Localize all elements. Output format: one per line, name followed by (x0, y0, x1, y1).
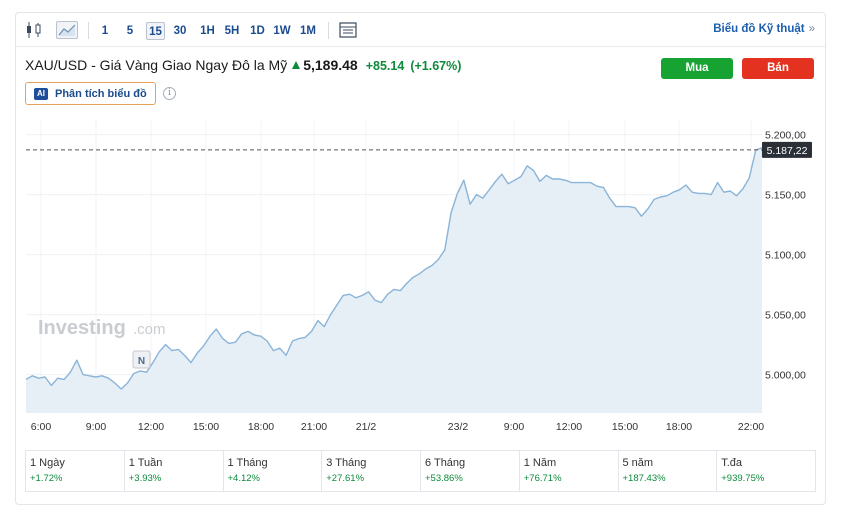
technical-chart-label: Biểu đồ Kỹ thuật (713, 23, 805, 35)
interval-button-5h[interactable]: 5H (224, 25, 240, 37)
toolbar-divider (88, 22, 89, 39)
interval-button-30[interactable]: 30 (173, 25, 187, 37)
ai-analysis-label: Phân tích biểu đồ (55, 87, 147, 100)
performance-change-value: +939.75% (721, 473, 765, 484)
price-change: +85.14 (365, 59, 405, 73)
current-price-label: 5.187,22 (767, 145, 808, 157)
toolbar-divider (328, 22, 329, 39)
performance-change-value: +187.43% (622, 473, 666, 484)
x-axis-tick-label: 15:00 (193, 421, 219, 433)
info-icon[interactable]: i (163, 87, 176, 100)
price-series-line (25, 147, 763, 390)
performance-cell[interactable]: T.đa +939.75% (717, 451, 815, 491)
y-axis-tick-label: 5.050,00 (765, 310, 806, 322)
performance-period-label: T.đa (721, 457, 743, 469)
buy-button[interactable]: Mua (661, 58, 733, 79)
ai-icon: AI (34, 87, 48, 100)
candlestick-icon[interactable] (24, 21, 44, 39)
x-axis-tick-label: 12:00 (556, 421, 582, 433)
x-axis-tick-label: 18:00 (248, 421, 274, 433)
x-axis-tick-label: 15:00 (612, 421, 638, 433)
x-axis-tick-label: 12:00 (138, 421, 164, 433)
interval-button-1h[interactable]: 1H (200, 25, 215, 37)
performance-period-label: 5 năm (622, 457, 654, 469)
instrument-header: XAU/USD - Giá Vàng Giao Ngay Đô la Mỹ 5,… (25, 57, 461, 77)
performance-cell[interactable]: 1 Tháng +4.12% (224, 451, 323, 491)
area-chart-icon[interactable] (56, 21, 78, 39)
instrument-name: XAU/USD - Giá Vàng Giao Ngay Đô la Mỹ (25, 57, 288, 73)
interval-button-1[interactable]: 1 (101, 25, 109, 37)
x-axis-tick-label: 23/2 (448, 421, 469, 433)
interval-button-15[interactable]: 15 (146, 22, 165, 40)
double-chevron-icon: » (808, 23, 815, 35)
performance-change-value: +76.71% (523, 473, 562, 484)
y-axis-tick-label: 5.100,00 (765, 250, 806, 262)
x-axis-tick-label: 18:00 (666, 421, 692, 433)
price-change-percent: (+1.67%) (410, 59, 462, 73)
x-axis-tick-label: 22:00 (738, 421, 764, 433)
performance-cell[interactable]: 1 Ngày +1.72% (26, 451, 125, 491)
performance-cell[interactable]: 1 Năm +76.71% (520, 451, 619, 491)
watermark-suffix: .com (133, 321, 166, 338)
performance-change-value: +53.86% (425, 473, 463, 484)
news-marker-box (132, 350, 151, 369)
current-price-tag (762, 141, 812, 158)
y-axis-tick-label: 5.150,00 (765, 190, 806, 202)
performance-cell[interactable]: 3 Tháng +27.61% (322, 451, 421, 491)
price-chart[interactable]: Investing .com 5.187,22 5.200,00 5.150,00 5.1… (16, 13, 825, 443)
performance-cell[interactable]: 5 năm +187.43% (619, 451, 718, 491)
price-area-fill (26, 147, 762, 414)
performance-change-value: +4.12% (227, 473, 261, 484)
performance-period-label: 1 Ngày (30, 457, 65, 469)
performance-period-label: 1 Năm (523, 457, 557, 469)
performance-bar: 1 Ngày +1.72% 1 Tuần +3.93% 1 Tháng +4.12% 3 T… (25, 450, 816, 492)
interval-button-1m[interactable]: 1M (300, 25, 316, 37)
performance-period-label: 3 Tháng (326, 457, 367, 469)
last-price: 5,189.48 (303, 57, 358, 73)
performance-period-label: 6 Tháng (425, 457, 466, 469)
x-axis-tick-label: 21/2 (356, 421, 377, 433)
sell-button[interactable]: Bán (742, 58, 814, 79)
chart-toolbar: 1 5 15 30 1H 5H 1D 1W 1M Biểu đồ Kỹ thuật» (16, 13, 825, 47)
performance-change-value: +3.93% (128, 473, 162, 484)
x-axis-tick-label: 6:00 (31, 421, 52, 433)
ai-chart-analysis-button[interactable]: AI Phân tích biểu đồ (25, 82, 156, 105)
interval-button-5[interactable]: 5 (126, 25, 134, 37)
x-axis-tick-label: 9:00 (504, 421, 525, 433)
performance-change-value: +27.61% (326, 473, 365, 484)
y-axis-tick-label: 5.000,00 (765, 370, 806, 382)
performance-change-value: +1.72% (30, 473, 63, 484)
calendar-table-icon[interactable] (338, 21, 358, 39)
technical-chart-link[interactable]: Biểu đồ Kỹ thuật» (713, 23, 815, 35)
performance-cell[interactable]: 6 Tháng +53.86% (421, 451, 520, 491)
interval-button-1d[interactable]: 1D (250, 25, 265, 37)
performance-period-label: 1 Tháng (227, 457, 268, 469)
x-axis-tick-label: 9:00 (86, 421, 107, 433)
news-marker-icon: N (138, 356, 145, 367)
performance-period-label: 1 Tuần (128, 457, 163, 469)
chart-widget: 1 5 15 30 1H 5H 1D 1W 1M Biểu đồ Kỹ thuật» XAU/U… (15, 12, 826, 505)
watermark-logo: Investing (38, 317, 126, 339)
y-axis-tick-label: 5.200,00 (765, 130, 806, 142)
performance-cell[interactable]: 1 Tuần +3.93% (125, 451, 224, 491)
up-arrow-icon (292, 61, 301, 69)
x-axis-tick-label: 21:00 (301, 421, 327, 433)
interval-button-1w[interactable]: 1W (273, 25, 291, 37)
